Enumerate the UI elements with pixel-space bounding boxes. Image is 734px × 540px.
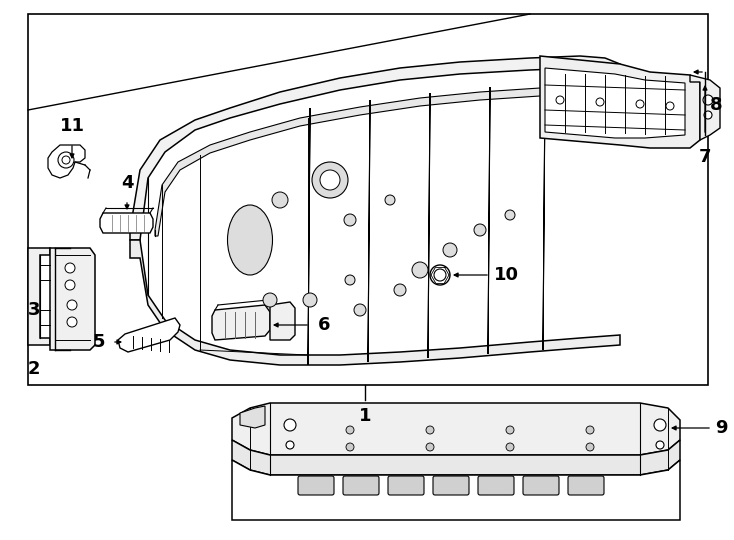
Bar: [28, 14, 708, 385]
Circle shape: [354, 304, 366, 316]
Polygon shape: [100, 213, 153, 233]
Polygon shape: [540, 56, 700, 148]
Text: 2: 2: [28, 360, 40, 378]
FancyBboxPatch shape: [568, 476, 604, 495]
Text: 8: 8: [710, 96, 723, 114]
Polygon shape: [232, 460, 680, 520]
Text: 1: 1: [359, 407, 371, 425]
Polygon shape: [28, 248, 50, 345]
Polygon shape: [308, 108, 310, 365]
Circle shape: [703, 95, 713, 105]
Polygon shape: [543, 82, 545, 350]
Circle shape: [434, 269, 446, 281]
Circle shape: [58, 152, 74, 168]
Polygon shape: [240, 406, 265, 428]
Circle shape: [385, 195, 395, 205]
Circle shape: [586, 443, 594, 451]
Polygon shape: [50, 248, 95, 350]
Circle shape: [505, 210, 515, 220]
Circle shape: [506, 426, 514, 434]
Circle shape: [344, 214, 356, 226]
Circle shape: [443, 243, 457, 257]
Polygon shape: [130, 240, 620, 365]
FancyBboxPatch shape: [478, 476, 514, 495]
Text: 10: 10: [494, 266, 519, 284]
Polygon shape: [48, 145, 85, 178]
Circle shape: [666, 102, 674, 110]
Polygon shape: [270, 302, 295, 340]
Circle shape: [312, 162, 348, 198]
Circle shape: [67, 300, 77, 310]
FancyBboxPatch shape: [523, 476, 559, 495]
Circle shape: [346, 426, 354, 434]
Polygon shape: [232, 403, 680, 455]
Polygon shape: [212, 305, 270, 340]
Circle shape: [272, 192, 288, 208]
Circle shape: [506, 443, 514, 451]
Circle shape: [426, 443, 434, 451]
Circle shape: [67, 317, 77, 327]
Circle shape: [656, 441, 664, 449]
Polygon shape: [130, 56, 620, 240]
Polygon shape: [488, 87, 490, 354]
Text: 5: 5: [92, 333, 105, 351]
Circle shape: [346, 443, 354, 451]
Circle shape: [65, 280, 75, 290]
Circle shape: [412, 262, 428, 278]
Circle shape: [596, 98, 604, 106]
FancyBboxPatch shape: [433, 476, 469, 495]
FancyBboxPatch shape: [343, 476, 379, 495]
FancyBboxPatch shape: [388, 476, 424, 495]
Ellipse shape: [228, 205, 272, 275]
Polygon shape: [690, 75, 720, 140]
Circle shape: [65, 263, 75, 273]
Text: 4: 4: [121, 174, 134, 192]
FancyBboxPatch shape: [298, 476, 334, 495]
Polygon shape: [118, 318, 180, 352]
Circle shape: [284, 419, 296, 431]
Circle shape: [474, 224, 486, 236]
Text: 7: 7: [699, 148, 711, 166]
Circle shape: [430, 265, 450, 285]
Circle shape: [320, 170, 340, 190]
Circle shape: [394, 284, 406, 296]
Text: 9: 9: [715, 419, 727, 437]
Text: 6: 6: [318, 316, 330, 334]
Polygon shape: [155, 86, 615, 236]
Polygon shape: [232, 440, 680, 475]
Circle shape: [286, 441, 294, 449]
Circle shape: [586, 426, 594, 434]
Circle shape: [426, 426, 434, 434]
Circle shape: [654, 419, 666, 431]
Polygon shape: [545, 68, 685, 138]
Text: 11: 11: [59, 117, 84, 135]
Text: 3: 3: [28, 301, 40, 319]
Polygon shape: [368, 100, 370, 362]
Circle shape: [704, 111, 712, 119]
Circle shape: [62, 156, 70, 164]
Circle shape: [556, 96, 564, 104]
Circle shape: [345, 275, 355, 285]
Circle shape: [263, 293, 277, 307]
Polygon shape: [428, 93, 430, 358]
Circle shape: [303, 293, 317, 307]
Circle shape: [636, 100, 644, 108]
